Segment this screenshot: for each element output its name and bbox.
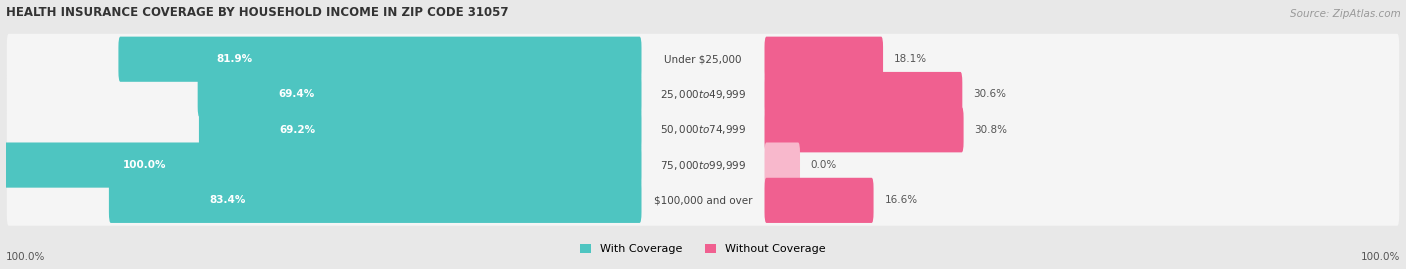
FancyBboxPatch shape — [7, 140, 1399, 190]
Text: 69.2%: 69.2% — [280, 125, 315, 135]
FancyBboxPatch shape — [765, 143, 800, 188]
FancyBboxPatch shape — [198, 72, 641, 117]
Text: $25,000 to $49,999: $25,000 to $49,999 — [659, 88, 747, 101]
FancyBboxPatch shape — [7, 34, 1399, 85]
Text: $50,000 to $74,999: $50,000 to $74,999 — [659, 123, 747, 136]
FancyBboxPatch shape — [765, 178, 873, 223]
Text: 30.6%: 30.6% — [973, 90, 1007, 100]
FancyBboxPatch shape — [118, 37, 641, 82]
Text: 16.6%: 16.6% — [884, 195, 918, 205]
FancyBboxPatch shape — [7, 175, 1399, 226]
FancyBboxPatch shape — [7, 69, 1399, 120]
FancyBboxPatch shape — [108, 178, 641, 223]
FancyBboxPatch shape — [765, 72, 962, 117]
FancyBboxPatch shape — [7, 104, 1399, 155]
Text: 30.8%: 30.8% — [974, 125, 1007, 135]
FancyBboxPatch shape — [4, 143, 641, 188]
Text: 100.0%: 100.0% — [6, 252, 45, 262]
FancyBboxPatch shape — [765, 107, 963, 152]
Text: $100,000 and over: $100,000 and over — [654, 195, 752, 205]
Text: $75,000 to $99,999: $75,000 to $99,999 — [659, 158, 747, 172]
Text: Source: ZipAtlas.com: Source: ZipAtlas.com — [1289, 9, 1400, 19]
Legend: With Coverage, Without Coverage: With Coverage, Without Coverage — [576, 239, 830, 259]
Text: 0.0%: 0.0% — [811, 160, 837, 170]
Text: 18.1%: 18.1% — [894, 54, 927, 64]
Text: 100.0%: 100.0% — [1361, 252, 1400, 262]
Text: 69.4%: 69.4% — [278, 90, 315, 100]
Text: 81.9%: 81.9% — [217, 54, 253, 64]
Text: Under $25,000: Under $25,000 — [664, 54, 742, 64]
Text: 83.4%: 83.4% — [209, 195, 245, 205]
Text: 100.0%: 100.0% — [124, 160, 167, 170]
FancyBboxPatch shape — [198, 107, 641, 152]
FancyBboxPatch shape — [765, 37, 883, 82]
Text: HEALTH INSURANCE COVERAGE BY HOUSEHOLD INCOME IN ZIP CODE 31057: HEALTH INSURANCE COVERAGE BY HOUSEHOLD I… — [6, 6, 508, 19]
